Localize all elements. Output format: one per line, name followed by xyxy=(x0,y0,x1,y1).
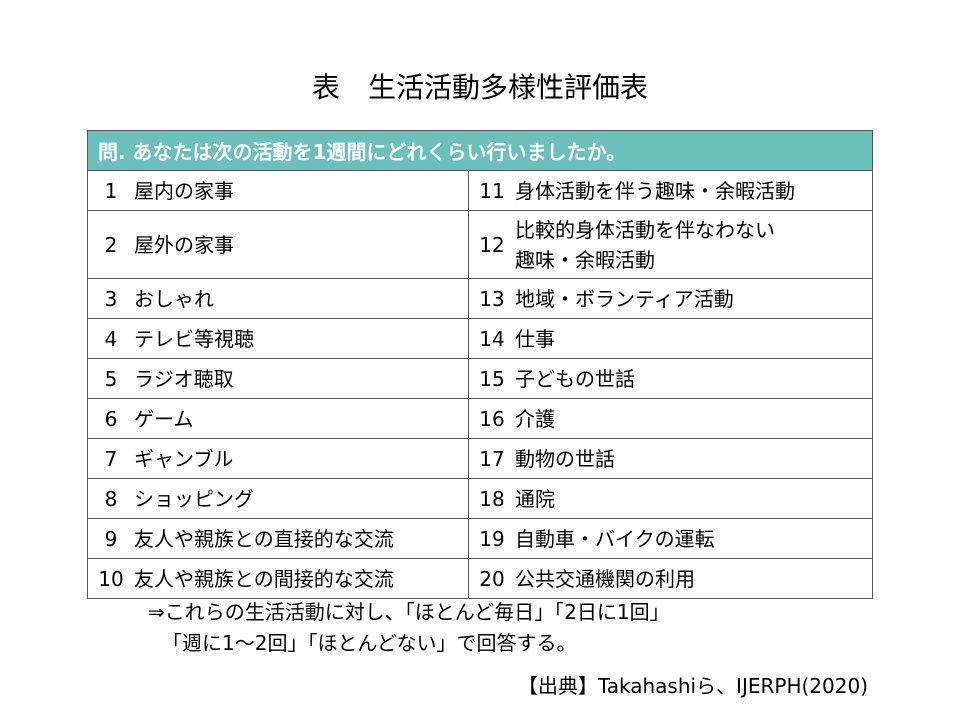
activity-number: 20 xyxy=(479,566,505,591)
table-row: 9 友人や親族との直接的な交流 19 自動車・バイクの運転 xyxy=(87,518,873,559)
activity-cell: 5 ラジオ聴取 xyxy=(87,358,469,399)
activity-cell: 14 仕事 xyxy=(468,318,873,359)
table-row: 4 テレビ等視聴 14 仕事 xyxy=(87,318,873,359)
activity-label: 友人や親族との直接的な交流 xyxy=(134,526,394,551)
activity-number: 4 xyxy=(104,326,118,351)
table-row: 3 おしゃれ 13 地域・ボランティア活動 xyxy=(87,278,873,319)
activity-label: 友人や親族との間接的な交流 xyxy=(134,566,394,591)
table-row: 10 友人や親族との間接的な交流 20 公共交通機関の利用 xyxy=(87,558,873,599)
activity-label: 屋内の家事 xyxy=(134,178,234,203)
table-row: 5 ラジオ聴取 15 子どもの世話 xyxy=(87,358,873,399)
activity-cell: 9 友人や親族との直接的な交流 xyxy=(87,518,469,559)
activity-cell: 6 ゲーム xyxy=(87,398,469,439)
activity-number: 2 xyxy=(104,232,118,257)
activity-cell: 4 テレビ等視聴 xyxy=(87,318,469,359)
activity-number: 13 xyxy=(479,286,505,311)
activity-label: ギャンブル xyxy=(134,446,234,471)
activity-label: ゲーム xyxy=(134,406,194,431)
activity-number: 17 xyxy=(479,446,505,471)
activity-number: 15 xyxy=(479,366,505,391)
activity-label: 動物の世話 xyxy=(515,446,615,471)
activity-cell: 8 ショッピング xyxy=(87,478,469,519)
activity-label: おしゃれ xyxy=(134,286,214,311)
activity-number: 16 xyxy=(479,406,505,431)
activity-cell: 15 子どもの世話 xyxy=(468,358,873,399)
activity-number: 3 xyxy=(104,286,118,311)
activity-cell: 13 地域・ボランティア活動 xyxy=(468,278,873,319)
page-title: 表 生活活動多様性評価表 xyxy=(311,71,648,104)
activity-label: 介護 xyxy=(515,406,555,431)
activity-number: 18 xyxy=(479,486,505,511)
activity-number: 14 xyxy=(479,326,505,351)
activity-cell: 16 介護 xyxy=(468,398,873,439)
activity-label: 子どもの世話 xyxy=(515,366,635,391)
table-row: 6 ゲーム 16 介護 xyxy=(87,398,873,439)
activity-cell: 17 動物の世話 xyxy=(468,438,873,479)
table-row: 8 ショッピング 18 通院 xyxy=(87,478,873,519)
activity-number: 8 xyxy=(104,486,118,511)
activity-label: ラジオ聴取 xyxy=(134,366,234,391)
activity-label: ショッピング xyxy=(134,486,254,511)
activity-label: 仕事 xyxy=(515,326,555,351)
table-row: 1 屋内の家事 11 身体活動を伴う趣味・余暇活動 xyxy=(87,170,873,211)
activity-label: 比較的身体活動を伴なわない 趣味・余暇活動 xyxy=(515,217,775,272)
table-row: 2 屋外の家事 12 比較的身体活動を伴なわない 趣味・余暇活動 xyxy=(87,210,873,279)
activity-number: 1 xyxy=(104,178,118,203)
activity-cell: 1 屋内の家事 xyxy=(87,170,469,211)
activity-number: 5 xyxy=(104,366,118,391)
activity-label: 身体活動を伴う趣味・余暇活動 xyxy=(515,178,795,203)
activity-table: 問. あなたは次の活動を1週間にどれくらい行いましたか。 1 屋内の家事 11 身体活… xyxy=(87,130,873,599)
activity-cell: 20 公共交通機関の利用 xyxy=(468,558,873,599)
activity-number: 10 xyxy=(98,566,124,591)
activity-label: 通院 xyxy=(515,486,555,511)
activity-number: 7 xyxy=(104,446,118,471)
activity-cell: 11 身体活動を伴う趣味・余暇活動 xyxy=(468,170,873,211)
activity-label: 公共交通機関の利用 xyxy=(515,566,695,591)
source-citation: 【出典】Takahashiら、IJERPH(2020) xyxy=(517,674,868,698)
question-header: 問. あなたは次の活動を1週間にどれくらい行いましたか。 xyxy=(87,130,873,171)
activity-number: 9 xyxy=(104,526,118,551)
activity-cell: 7 ギャンブル xyxy=(87,438,469,479)
activity-label: テレビ等視聴 xyxy=(134,326,254,351)
table-row: 7 ギャンブル 17 動物の世話 xyxy=(87,438,873,479)
activity-number: 11 xyxy=(479,178,505,203)
note-line-2: 「週に1～2回」「ほとんどない」で回答する。 xyxy=(162,631,577,655)
activity-cell: 3 おしゃれ xyxy=(87,278,469,319)
activity-label: 屋外の家事 xyxy=(134,232,234,257)
activity-cell: 10 友人や親族との間接的な交流 xyxy=(87,558,469,599)
activity-number: 19 xyxy=(479,526,505,551)
activity-cell: 18 通院 xyxy=(468,478,873,519)
activity-number: 12 xyxy=(479,232,505,257)
activity-cell: 19 自動車・バイクの運転 xyxy=(468,518,873,559)
answer-note: ⇒これらの生活活動に対し、「ほとんど毎日」「2日に1回」 「週に1～2回」「ほと… xyxy=(148,597,670,659)
activity-cell: 2 屋外の家事 xyxy=(87,210,469,279)
activity-cell: 12 比較的身体活動を伴なわない 趣味・余暇活動 xyxy=(468,210,873,279)
activity-label: 自動車・バイクの運転 xyxy=(515,526,715,551)
note-line-1: ⇒これらの生活活動に対し、「ほとんど毎日」「2日に1回」 xyxy=(148,600,670,624)
activity-label: 地域・ボランティア活動 xyxy=(515,286,734,311)
activity-number: 6 xyxy=(104,406,118,431)
